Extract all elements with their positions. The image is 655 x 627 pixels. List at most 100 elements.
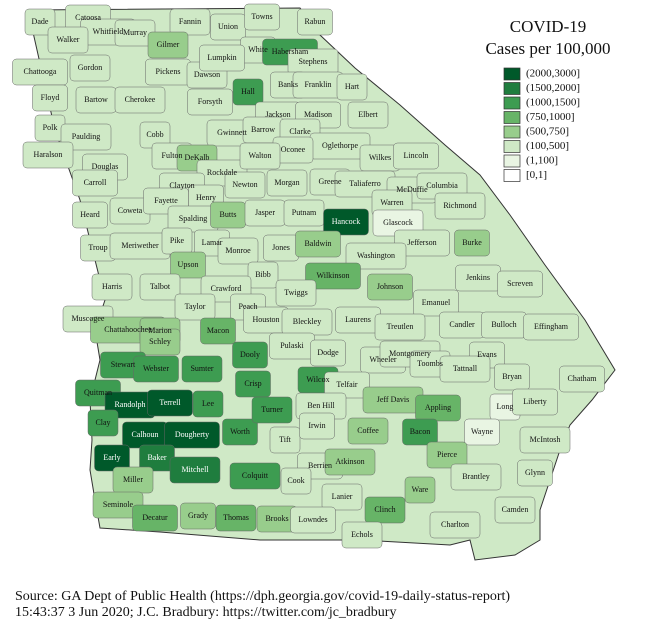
county-area: [364, 496, 406, 524]
county-area: [310, 339, 346, 367]
county-area: [217, 237, 259, 265]
county-area: [454, 229, 490, 257]
county-area: [347, 101, 389, 129]
legend-swatch: [503, 111, 521, 124]
county-label: Thomas: [223, 513, 249, 522]
county-label: Irwin: [308, 421, 325, 430]
county-label: Telfair: [336, 380, 358, 389]
county-label: Appling: [425, 403, 451, 412]
county-label: Toombs: [417, 359, 443, 368]
county-label: Seminole: [103, 500, 134, 509]
county-label: Harris: [102, 282, 122, 291]
county-label: Crawford: [211, 284, 242, 293]
legend-label: (1,100]: [526, 155, 558, 167]
county-area: [180, 502, 216, 530]
county-label: Gwinnett: [217, 128, 248, 137]
county-label: Laurens: [345, 315, 371, 324]
county-area: [517, 459, 553, 487]
legend-label: (500,750]: [526, 126, 569, 138]
county-label: Gordon: [78, 63, 102, 72]
county-label: Troup: [88, 243, 107, 252]
legend-swatch: [503, 125, 521, 139]
county-label: Gilmer: [157, 40, 180, 49]
county-label: Mitchell: [181, 465, 209, 474]
counties: Dade Catoosa Whitfield Murray Fannin Union Tow…: [12, 3, 616, 561]
county-label: Peach: [238, 302, 257, 311]
county-label: Bulloch: [491, 320, 516, 329]
county-label: Crisp: [244, 379, 261, 388]
county-label: Clarke: [289, 127, 311, 136]
county-label: Douglas: [92, 162, 119, 171]
county-area: [251, 396, 293, 424]
county-area: [497, 270, 543, 298]
county-label: Treutlen: [387, 322, 414, 331]
county-label: Cherokee: [125, 95, 156, 104]
county-area: [559, 365, 605, 393]
county-label: Camden: [502, 505, 529, 514]
county-area: [72, 201, 108, 229]
county-label: Heard: [80, 210, 100, 219]
county-label: Evans: [477, 350, 497, 359]
county-label: DeKalb: [185, 153, 210, 162]
county-label: Stephens: [299, 57, 328, 66]
county-label: Houston: [252, 315, 279, 324]
county-label: Brantley: [462, 472, 490, 481]
county-label: Long: [497, 402, 514, 411]
county-area: [494, 363, 530, 391]
county-area: [169, 456, 221, 484]
county-label: Jones: [272, 243, 290, 252]
county-area: [336, 73, 368, 101]
county-label: Union: [218, 22, 238, 31]
county-label: Lee: [202, 399, 214, 408]
county-area: [324, 371, 370, 399]
county-area: [235, 370, 271, 398]
county-label: Tattnall: [453, 364, 478, 373]
county-label: Early: [103, 453, 120, 462]
county-label: Pulaski: [280, 341, 304, 350]
county-area: [229, 462, 281, 490]
county-area: [22, 141, 74, 169]
county-area: [404, 476, 436, 504]
county-label: Bleckley: [293, 317, 321, 326]
county-label: Randolph: [114, 400, 145, 409]
county-label: Baker: [147, 453, 166, 462]
county-label: Jefferson: [407, 238, 436, 247]
county-area: [434, 192, 486, 220]
county-area: [132, 504, 178, 532]
county-label: Rockdale: [207, 168, 238, 177]
county-label: Monroe: [225, 246, 251, 255]
county-label: Brooks: [265, 514, 288, 523]
county-area: [367, 273, 413, 301]
legend-label: (1000,1500]: [526, 97, 580, 109]
county-label: Lamar: [202, 238, 223, 247]
county-area: [323, 208, 369, 236]
county-label: Jasper: [255, 208, 275, 217]
county-label: Lanier: [332, 492, 353, 501]
county-area: [187, 88, 233, 116]
county-label: Wheeler: [369, 355, 396, 364]
county-label: Cobb: [146, 130, 163, 139]
county-label: Hart: [345, 82, 360, 91]
county-area: [232, 78, 264, 106]
county-label: Jenkins: [466, 273, 490, 282]
county-area: [341, 521, 383, 549]
county-label: Columbia: [426, 181, 458, 190]
county-label: Polk: [43, 123, 58, 132]
county-label: Bryan: [502, 372, 522, 381]
county-label: Liberty: [523, 397, 547, 406]
county-label: Lumpkin: [207, 53, 236, 62]
county-label: Fannin: [179, 17, 201, 26]
county-label: Muscogee: [72, 314, 105, 323]
county-label: Taylor: [185, 302, 206, 311]
county-label: Terrell: [159, 398, 181, 407]
county-label: Marion: [148, 326, 172, 335]
county-label: Wilcox: [306, 375, 329, 384]
county-label: Effingham: [534, 322, 569, 331]
county-area: [464, 418, 500, 446]
county-label: Meriwether: [121, 241, 159, 250]
county-area: [523, 313, 579, 341]
county-label: Lincoln: [404, 151, 429, 160]
county-area: [60, 123, 112, 151]
county-label: Dougherty: [175, 430, 209, 439]
county-area: [439, 355, 491, 383]
